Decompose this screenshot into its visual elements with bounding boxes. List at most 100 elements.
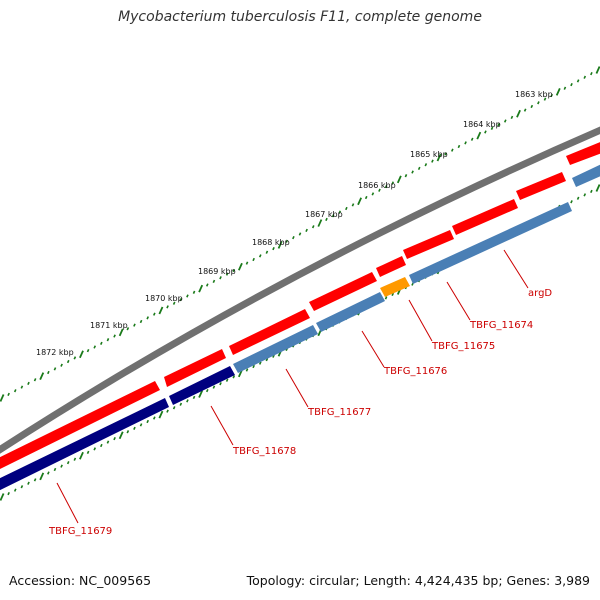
gene-reverse-1	[0, 398, 169, 491]
inner-scale-tick	[100, 443, 103, 448]
inner-scale-tick	[219, 382, 222, 386]
outer-scale-tick	[470, 137, 474, 141]
gene-labels: TBFG_11679 TBFG_11678 TBFG_11677 TBFG_11676…	[48, 288, 552, 537]
inner-scale-tick	[152, 416, 156, 420]
outer-scale-tick	[396, 175, 402, 184]
scale-label: 1868 kbp	[252, 238, 290, 247]
gene-label: TBFG_11675	[431, 341, 495, 352]
inner-scale-tick	[205, 388, 209, 393]
outer-scale-tick	[198, 284, 204, 293]
gene-label: argD	[528, 288, 552, 299]
outer-scale-tick	[139, 319, 143, 324]
inner-scale-tick	[33, 478, 37, 482]
map-title: Mycobacterium tuberculosis F11, complete…	[118, 9, 482, 25]
outer-scale-tick	[311, 225, 315, 229]
gene-forward-5	[376, 256, 406, 277]
gene-leader-line	[56, 482, 79, 524]
inner-scale-tick	[118, 431, 124, 440]
inner-scale-tick	[13, 488, 17, 492]
outer-scale-tick	[39, 372, 45, 381]
gene-forward-6	[403, 230, 454, 259]
scale-label: 1872 kbp	[36, 348, 74, 357]
inner-scale-tick	[20, 485, 24, 489]
inner-scale-tick	[166, 409, 169, 413]
outer-scale-tick	[47, 370, 50, 375]
outer-scale-tick	[152, 312, 156, 316]
gene-forward-8	[516, 172, 566, 200]
forward-strand-genes	[0, 142, 600, 470]
outer-scale-tick	[595, 66, 600, 74]
inner-scale-tick	[265, 358, 269, 362]
outer-scale-tick	[503, 119, 507, 123]
gene-reverse-6	[409, 202, 572, 284]
outer-scale-tick	[60, 363, 63, 367]
outer-scale-tick	[583, 75, 587, 79]
outer-scale-tick	[510, 115, 514, 120]
outer-scale-tick	[192, 290, 196, 294]
outer-scale-tick	[371, 192, 375, 196]
outer-scale-tick	[126, 327, 130, 331]
outer-scale-tick	[317, 219, 323, 227]
gene-leader-line	[361, 330, 385, 368]
outer-scale-tick	[325, 217, 328, 222]
scale-label: 1870 kbp	[145, 294, 183, 303]
outer-scale-tick	[73, 356, 77, 360]
gene-label: TBFG_11678	[232, 446, 296, 457]
gene-reverse-7	[572, 164, 600, 187]
outer-scale-tick	[100, 341, 103, 345]
gene-label: TBFG_11674	[469, 320, 533, 331]
outer-scale-tick	[331, 214, 335, 218]
inner-scale-tick	[225, 378, 229, 382]
inner-scale-tick	[7, 491, 10, 496]
outer-scale-tick	[252, 257, 255, 262]
outer-scale-tick	[404, 174, 408, 178]
outer-scale-tick	[0, 394, 5, 402]
outer-scale-tick	[179, 297, 183, 302]
outer-scale-tick	[490, 126, 494, 130]
inner-scale-tick	[106, 440, 110, 444]
outer-scale-tick	[305, 228, 308, 232]
outer-scale-tick	[391, 181, 395, 185]
outer-scale-tick	[484, 130, 487, 134]
inner-scale-tick	[39, 472, 45, 481]
outer-scale-tick	[212, 279, 216, 284]
scale-label: 1867 kbp	[305, 210, 343, 219]
outer-scale-tick	[378, 188, 381, 192]
scale-label: 1866 kbp	[358, 181, 396, 190]
inner-scale-tick	[27, 481, 30, 485]
inner-scale-tick	[133, 426, 136, 430]
outer-scale-tick	[86, 348, 90, 353]
outer-scale-tick	[450, 148, 454, 152]
inner-scale-tick	[172, 406, 176, 410]
gene-forward-1	[0, 381, 160, 470]
inner-scale-tick	[47, 471, 50, 475]
outer-scale-tick	[186, 294, 189, 298]
outer-scale-tick	[537, 101, 540, 105]
scale-label: 1863 kbp	[515, 90, 553, 99]
inner-scale-tick	[595, 184, 600, 192]
outer-scale-tick	[133, 323, 136, 327]
outer-scale-tick	[550, 93, 553, 98]
inner-scale-tick	[126, 430, 130, 434]
outer-scale-tick	[265, 250, 269, 254]
outer-scale-tick	[225, 272, 229, 276]
outer-scale-tick	[417, 166, 421, 171]
gene-leader-line	[210, 405, 234, 446]
inner-scale-tick	[590, 189, 593, 194]
outer-scale-tick	[543, 97, 547, 101]
inner-scale-tick	[576, 196, 580, 200]
genome-summary-text: Topology: circular; Length: 4,424,435 bp…	[246, 573, 590, 588]
gene-leader-lines	[56, 249, 529, 524]
outer-scale-tick	[158, 306, 164, 315]
inner-scale-tick	[186, 399, 189, 403]
outer-scale-tick	[570, 82, 573, 87]
inner-scale-tick	[198, 390, 204, 398]
outer-scale-tick	[272, 246, 275, 251]
gene-reverse-5	[380, 277, 410, 297]
outer-scale-tick	[7, 392, 10, 396]
gene-label: TBFG_11677	[307, 407, 371, 418]
scale-ticks-outer	[0, 66, 600, 402]
inner-scale-tick	[73, 457, 77, 461]
outer-scale-tick	[118, 328, 124, 337]
